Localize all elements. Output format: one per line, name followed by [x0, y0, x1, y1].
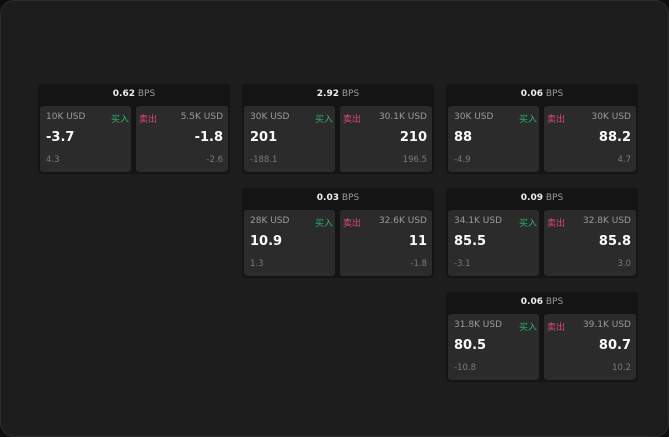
sell-label: 卖出 — [343, 115, 362, 125]
buy-label: 买入 — [110, 115, 129, 125]
buy-label: 买入 — [314, 115, 333, 125]
quote-card: 0.62 BPS 10K USD 买入 -3.7 4.3 卖出 5.5K USD… — [38, 84, 230, 174]
sell-change: 4.7 — [617, 155, 631, 165]
buy-change: -4.9 — [454, 155, 471, 165]
sell-size: 32.6K USD — [378, 216, 427, 226]
spread-value: 0.09 — [520, 193, 543, 203]
sell-button[interactable]: 卖出 39.1K USD 80.7 10.2 — [544, 314, 636, 380]
buy-button[interactable]: 31.8K USD 买入 80.5 -10.8 — [448, 314, 539, 380]
sell-button[interactable]: 卖出 32.8K USD 85.8 3.0 — [544, 210, 636, 276]
buy-button[interactable]: 30K USD 买入 88 -4.9 — [448, 106, 539, 172]
sell-size: 30.1K USD — [378, 112, 427, 122]
sell-change: 10.2 — [612, 363, 631, 373]
spread-value: 2.92 — [316, 89, 339, 99]
buy-change: 1.3 — [250, 259, 264, 269]
sell-button[interactable]: 卖出 30K USD 88.2 4.7 — [544, 106, 636, 172]
spread-header: 0.09 BPS — [446, 188, 638, 209]
spread-header: 2.92 BPS — [242, 84, 434, 105]
buy-size: 30K USD — [250, 112, 290, 122]
sell-price: 80.7 — [598, 338, 631, 353]
spread-header: 0.62 BPS — [38, 84, 230, 105]
quote-card: 0.06 BPS 31.8K USD 买入 80.5 -10.8 卖出 39.1… — [446, 292, 638, 382]
sell-change: 196.5 — [402, 155, 427, 165]
sell-button[interactable]: 卖出 32.6K USD 11 -1.8 — [340, 210, 432, 276]
sell-size: 32.8K USD — [582, 216, 631, 226]
quote-card: 0.06 BPS 30K USD 买入 88 -4.9 卖出 30K USD 8… — [446, 84, 638, 174]
buy-button[interactable]: 30K USD 买入 201 -188.1 — [244, 106, 335, 172]
spread-value: 0.06 — [520, 89, 543, 99]
sell-button[interactable]: 卖出 5.5K USD -1.8 -2.6 — [136, 106, 228, 172]
buy-price: -3.7 — [46, 130, 75, 145]
spread-unit: BPS — [137, 89, 156, 99]
spread-unit: BPS — [545, 297, 564, 307]
buy-label: 买入 — [518, 219, 537, 229]
spread-value: 0.06 — [520, 297, 543, 307]
buy-button[interactable]: 10K USD 买入 -3.7 4.3 — [40, 106, 131, 172]
buy-change: -10.8 — [454, 363, 476, 373]
buy-size: 34.1K USD — [454, 216, 503, 226]
buy-price: 88 — [454, 130, 473, 145]
sell-change: -1.8 — [410, 259, 427, 269]
sell-label: 卖出 — [547, 219, 566, 229]
buy-price: 10.9 — [250, 234, 283, 249]
buy-price: 80.5 — [454, 338, 487, 353]
buy-price: 201 — [250, 130, 278, 145]
sell-label: 卖出 — [343, 219, 362, 229]
spread-header: 0.06 BPS — [446, 84, 638, 105]
sell-size: 5.5K USD — [180, 112, 223, 122]
sell-price: 88.2 — [598, 130, 631, 145]
sell-label: 卖出 — [139, 115, 158, 125]
spread-value: 0.62 — [112, 89, 135, 99]
buy-change: -3.1 — [454, 259, 471, 269]
spread-unit: BPS — [545, 89, 564, 99]
sell-price: 85.8 — [598, 234, 631, 249]
buy-change: -188.1 — [250, 155, 278, 165]
sell-button[interactable]: 卖出 30.1K USD 210 196.5 — [340, 106, 432, 172]
spread-unit: BPS — [545, 193, 564, 203]
buy-price: 85.5 — [454, 234, 487, 249]
buy-label: 买入 — [518, 323, 537, 333]
sell-label: 卖出 — [547, 323, 566, 333]
sell-price: 11 — [408, 234, 427, 249]
spread-header: 0.03 BPS — [242, 188, 434, 209]
sell-change: 3.0 — [617, 259, 631, 269]
sell-size: 30K USD — [591, 112, 631, 122]
sell-size: 39.1K USD — [582, 320, 631, 330]
quote-card: 0.03 BPS 28K USD 买入 10.9 1.3 卖出 32.6K US… — [242, 188, 434, 278]
sell-price: -1.8 — [194, 130, 223, 145]
spread-unit: BPS — [341, 89, 360, 99]
buy-change: 4.3 — [46, 155, 60, 165]
sell-label: 卖出 — [547, 115, 566, 125]
buy-size: 10K USD — [46, 112, 86, 122]
sell-change: -2.6 — [206, 155, 223, 165]
spread-header: 0.06 BPS — [446, 292, 638, 313]
buy-label: 买入 — [518, 115, 537, 125]
buy-button[interactable]: 34.1K USD 买入 85.5 -3.1 — [448, 210, 539, 276]
spread-unit: BPS — [341, 193, 360, 203]
quote-card: 0.09 BPS 34.1K USD 买入 85.5 -3.1 卖出 32.8K… — [446, 188, 638, 278]
sell-price: 210 — [399, 130, 427, 145]
buy-size: 31.8K USD — [454, 320, 503, 330]
buy-label: 买入 — [314, 219, 333, 229]
buy-size: 28K USD — [250, 216, 290, 226]
quote-card: 2.92 BPS 30K USD 买入 201 -188.1 卖出 30.1K … — [242, 84, 434, 174]
buy-button[interactable]: 28K USD 买入 10.9 1.3 — [244, 210, 335, 276]
spread-value: 0.03 — [316, 193, 339, 203]
buy-size: 30K USD — [454, 112, 494, 122]
